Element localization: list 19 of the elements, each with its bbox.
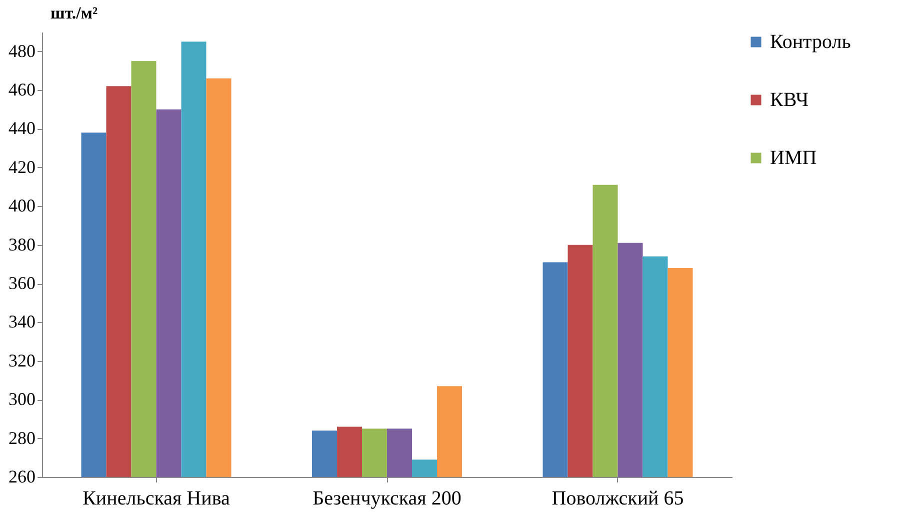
y-tick-label: 460 xyxy=(8,80,36,100)
y-axis-title: шт./м² xyxy=(50,4,98,22)
x-tick-label: Кинельская Нива xyxy=(82,488,230,510)
y-tick-label: 420 xyxy=(8,156,36,177)
x-tick-label: Поволжский 65 xyxy=(552,488,684,510)
legend-label: Контроль xyxy=(770,31,851,53)
y-tick-label: 360 xyxy=(8,273,36,294)
y-tick-label: 380 xyxy=(8,234,36,254)
y-tick-label: 320 xyxy=(8,350,36,370)
y-tick-label: 280 xyxy=(8,428,36,448)
y-tick-label: 400 xyxy=(8,196,36,216)
y-tick-label: 260 xyxy=(8,466,36,486)
y-tick-label: 440 xyxy=(8,118,36,138)
legend-label: КВЧ xyxy=(770,89,809,111)
y-tick-label: 300 xyxy=(8,389,36,410)
x-tick-label: Безенчукская 200 xyxy=(312,488,462,510)
legend-label: ИМП xyxy=(770,147,817,169)
y-tick-label: 340 xyxy=(8,312,36,332)
y-tick-label: 480 xyxy=(8,40,36,61)
